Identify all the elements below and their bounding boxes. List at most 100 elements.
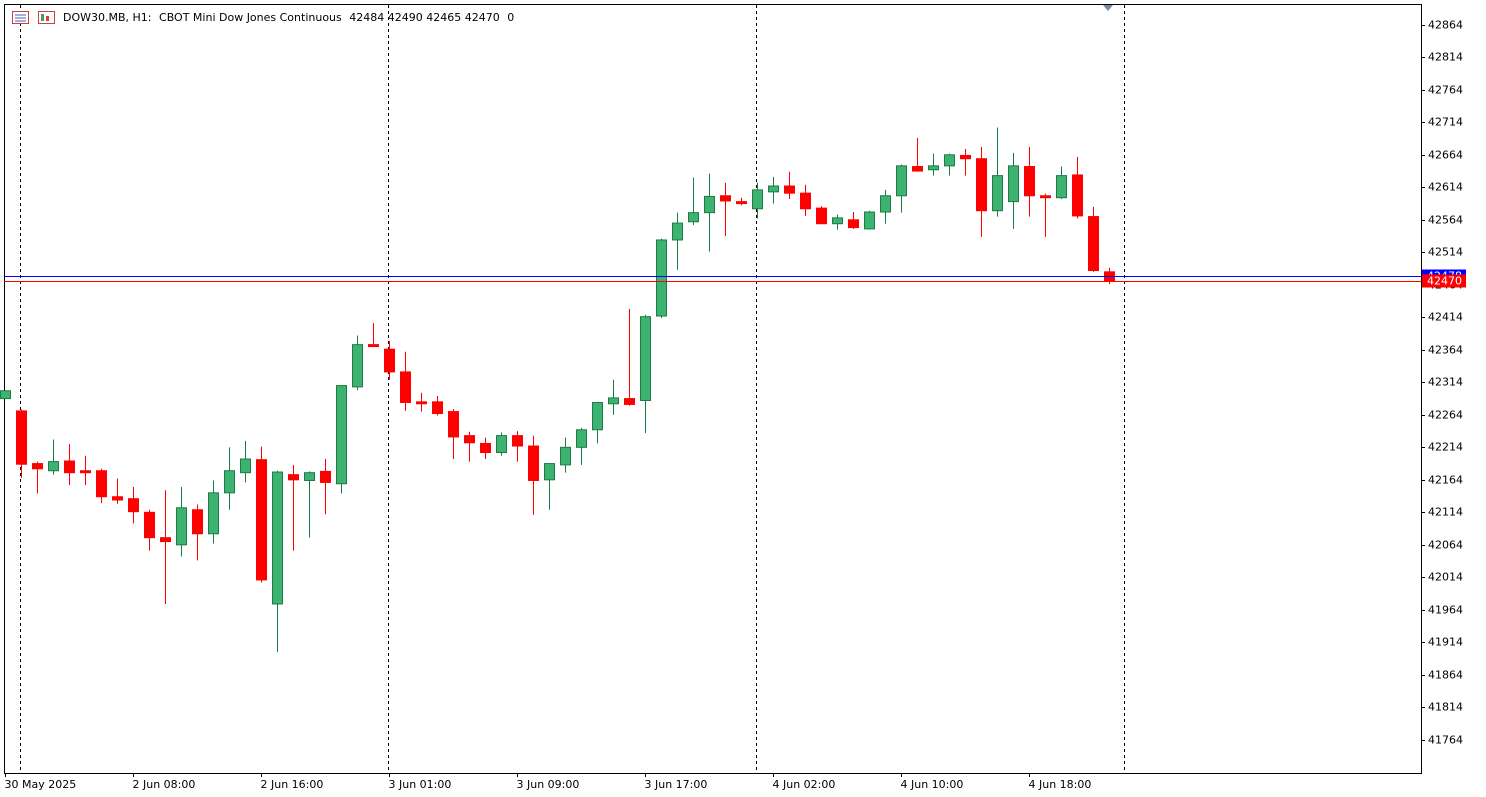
- y-tick-label: 42614: [1428, 181, 1463, 194]
- shift-marker: [1103, 5, 1113, 11]
- candle-body: [288, 474, 299, 481]
- candle-body: [928, 165, 939, 171]
- y-tick-label: 42664: [1428, 149, 1463, 162]
- candle-body: [816, 207, 827, 225]
- candle-body: [656, 239, 667, 317]
- y-tick-label: 42114: [1428, 506, 1463, 519]
- symbol: DOW30.MB, H1:: [63, 11, 152, 24]
- y-tick-label: 42064: [1428, 539, 1463, 552]
- volume: 0: [507, 11, 514, 24]
- candle-body: [208, 492, 219, 535]
- candle-body: [848, 219, 859, 229]
- candle-body: [112, 496, 123, 501]
- candle-body: [1056, 175, 1067, 199]
- y-tick-label: 41864: [1428, 669, 1463, 682]
- last-open: 42484: [349, 11, 384, 24]
- candle-body: [864, 211, 875, 230]
- candle-body: [368, 344, 379, 348]
- y-tick-label: 42864: [1428, 19, 1463, 32]
- candle-body: [48, 461, 59, 472]
- candle-body: [912, 166, 923, 172]
- icon-bar: [41, 14, 44, 21]
- y-tick-label: 42214: [1428, 441, 1463, 454]
- x-tick-label: 4 Jun 18:00: [1029, 778, 1092, 791]
- candle-body: [336, 385, 347, 485]
- candle-body: [944, 154, 955, 167]
- candle-body: [496, 435, 507, 454]
- candle-body: [240, 458, 251, 474]
- candle-body: [272, 471, 283, 605]
- x-tick-label: 30 May 2025: [5, 778, 77, 791]
- candle-body: [752, 189, 763, 210]
- candle-body: [624, 398, 635, 405]
- candle-body: [1024, 166, 1035, 197]
- y-tick-label: 42514: [1428, 246, 1463, 259]
- candle-body: [512, 435, 523, 447]
- x-tick-label: 3 Jun 17:00: [645, 778, 708, 791]
- y-tick-label: 42564: [1428, 214, 1463, 227]
- candle-body: [16, 410, 27, 465]
- candle-body: [464, 435, 475, 444]
- x-tick-label: 2 Jun 16:00: [261, 778, 324, 791]
- last-low: 42465: [426, 11, 461, 24]
- chart-header: DOW30.MB, H1: CBOT Mini Dow Jones Contin…: [63, 11, 514, 24]
- candle-body: [992, 175, 1003, 212]
- y-tick-label: 42264: [1428, 409, 1463, 422]
- candle-body: [640, 316, 651, 402]
- candle-body: [384, 348, 395, 373]
- candle-body: [416, 401, 427, 405]
- y-tick-label: 42014: [1428, 571, 1463, 584]
- last-high: 42490: [388, 11, 423, 24]
- x-tick-label: 4 Jun 02:00: [773, 778, 836, 791]
- candle-body: [896, 165, 907, 197]
- x-tick-label: 4 Jun 10:00: [901, 778, 964, 791]
- candle-body: [64, 460, 75, 474]
- candle-body: [1088, 216, 1099, 272]
- y-tick-label: 42814: [1428, 51, 1463, 64]
- candle-body: [576, 429, 587, 448]
- candle-body: [0, 390, 11, 400]
- x-tick-label: 3 Jun 01:00: [389, 778, 452, 791]
- candle-body: [528, 445, 539, 481]
- candle-body: [400, 371, 411, 403]
- candle-body: [432, 401, 443, 415]
- period-separators: [20, 5, 1125, 773]
- candle-body: [1072, 174, 1083, 217]
- candle-body: [560, 446, 571, 466]
- y-tick-label: 41814: [1428, 701, 1463, 714]
- candle-body: [720, 195, 731, 202]
- candle-body: [256, 459, 267, 581]
- candle-body: [608, 397, 619, 405]
- y-tick-label: 41764: [1428, 734, 1463, 747]
- description: CBOT Mini Dow Jones Continuous: [159, 11, 342, 24]
- candle-body: [592, 401, 603, 431]
- y-tick-label: 42414: [1428, 311, 1463, 324]
- candle-body: [880, 195, 891, 213]
- candle-body: [304, 472, 315, 481]
- candle-body: [960, 154, 971, 160]
- candle-body: [128, 498, 139, 513]
- candle-body: [672, 222, 683, 241]
- candle-body: [32, 463, 43, 470]
- icon-bar: [46, 16, 49, 21]
- candle-body: [96, 470, 107, 498]
- y-tick-label: 42164: [1428, 474, 1463, 487]
- plot-frame: [4, 4, 1422, 774]
- candle-body: [80, 470, 91, 474]
- candle-body: [320, 470, 331, 483]
- candle-body: [1008, 165, 1019, 203]
- candle-body: [784, 185, 795, 194]
- candle-body: [192, 509, 203, 535]
- candle-body: [176, 507, 187, 546]
- y-tick-label: 42714: [1428, 116, 1463, 129]
- candle-body: [688, 212, 699, 223]
- y-tick-label: 42764: [1428, 84, 1463, 97]
- y-tick-label: 41964: [1428, 604, 1463, 617]
- candle-body: [224, 470, 235, 494]
- candle-body: [736, 201, 747, 205]
- candle-body: [832, 217, 843, 225]
- candle-body: [1040, 195, 1051, 199]
- candle-body: [448, 411, 459, 438]
